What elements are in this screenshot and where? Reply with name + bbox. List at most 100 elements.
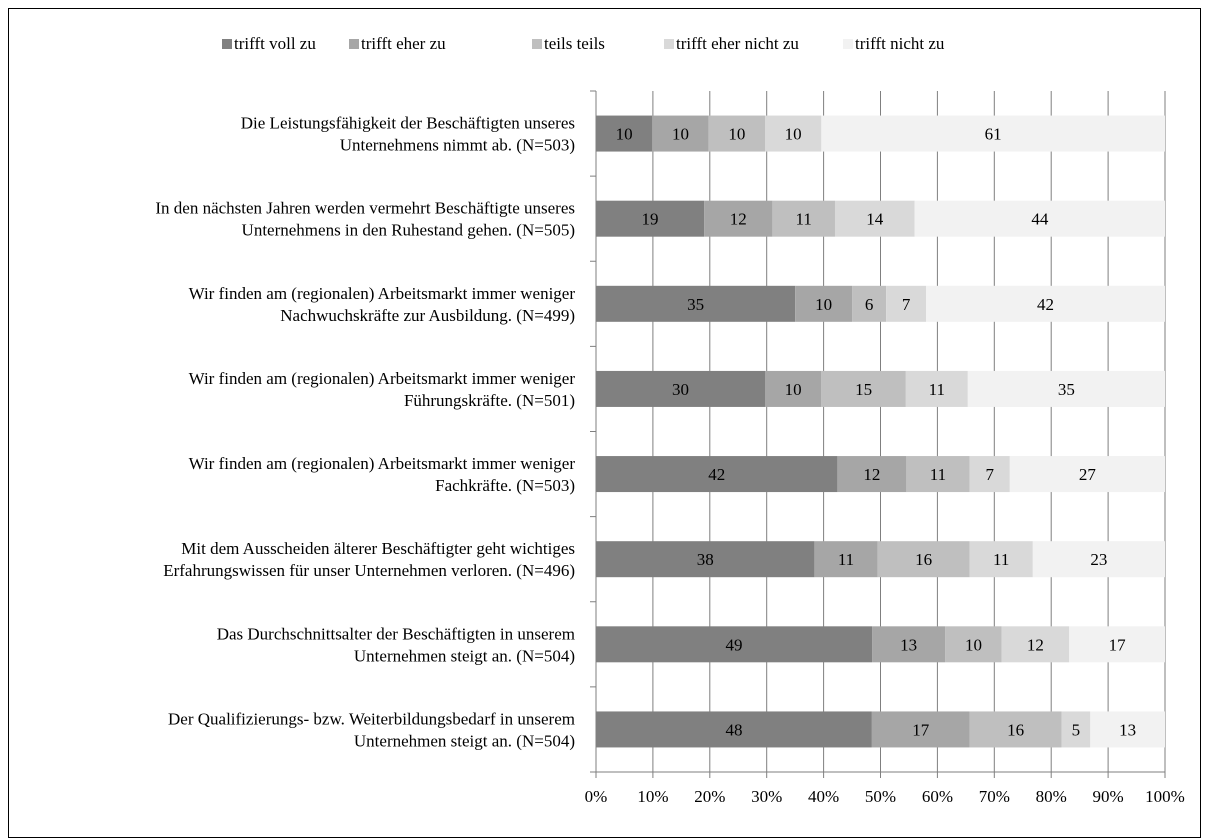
chart-frame: trifft voll zu trifft eher zu teils teils t…	[8, 8, 1201, 838]
legend-label: trifft nicht zu	[855, 34, 945, 53]
bar-segment	[1061, 711, 1091, 748]
bar-segment	[1069, 626, 1165, 663]
data-label: 61	[985, 125, 1002, 144]
bar-segment	[596, 370, 766, 407]
gridlines	[652, 91, 1166, 772]
data-label: 30	[672, 380, 689, 399]
data-label: 16	[1007, 720, 1024, 739]
category-label: Unternehmens in den Ruhestand gehen. (N=…	[242, 221, 575, 240]
legend-label: teils teils	[544, 34, 605, 53]
data-label: 48	[725, 720, 742, 739]
bar-segment	[872, 626, 946, 663]
legend-swatch	[664, 39, 674, 49]
data-label: 11	[993, 550, 1009, 569]
x-tick-label: 80%	[1036, 787, 1067, 806]
bar-segment	[596, 711, 872, 748]
category-label: Mit dem Ausscheiden älterer Beschäftigte…	[181, 539, 575, 558]
x-tick-label: 90%	[1093, 787, 1124, 806]
legend-label: trifft eher zu	[361, 34, 446, 53]
data-label: 17	[1109, 635, 1127, 654]
bar-segment	[821, 370, 906, 407]
data-label: 6	[865, 295, 874, 314]
bar-segment	[596, 115, 653, 152]
bar-segment	[969, 456, 1010, 493]
x-tick-label: 30%	[751, 787, 782, 806]
bar-segment	[877, 541, 970, 578]
legend-swatch	[222, 39, 232, 49]
category-label: Erfahrungswissen für unser Unternehmen v…	[163, 561, 575, 580]
legend-swatch	[349, 39, 359, 49]
category-label: Der Qualifizierungs- bzw. Weiterbildungs…	[168, 709, 575, 728]
category-label: Führungskräfte. (N=501)	[404, 391, 575, 410]
legend-swatch	[843, 39, 853, 49]
category-label: Wir finden am (regionalen) Arbeitsmarkt …	[189, 454, 576, 473]
data-label: 11	[929, 380, 945, 399]
bar-segment	[852, 285, 887, 322]
bar-segment	[795, 285, 853, 322]
x-tick-label: 40%	[808, 787, 839, 806]
bar-segment	[1009, 456, 1165, 493]
bar-segment	[596, 456, 838, 493]
bar-segment	[914, 200, 1165, 237]
x-tick-label: 50%	[865, 787, 896, 806]
data-label: 49	[726, 635, 743, 654]
legend-label: trifft voll zu	[234, 34, 316, 53]
bar-segment	[596, 285, 796, 322]
bar-segment	[596, 200, 705, 237]
x-tick-label: 0%	[585, 787, 608, 806]
category-label: Unternehmens nimmt ab. (N=503)	[340, 136, 575, 155]
legend-swatch	[532, 39, 542, 49]
bar-segment	[905, 370, 968, 407]
data-label: 12	[863, 465, 880, 484]
data-label: 12	[730, 210, 747, 229]
stacked-bar-chart: trifft voll zu trifft eher zu teils teils t…	[155, 34, 1185, 806]
data-label: 14	[866, 210, 884, 229]
bar-segment	[821, 115, 1165, 152]
data-label: 7	[985, 465, 994, 484]
data-label: 19	[642, 210, 659, 229]
data-label: 27	[1079, 465, 1097, 484]
category-label: Das Durchschnittsalter der Beschäftigten…	[217, 624, 575, 643]
x-tick-label: 70%	[979, 787, 1010, 806]
category-label: Nachwuchskräfte zur Ausbildung. (N=499)	[280, 306, 575, 325]
category-labels: Die Leistungsfähigkeit der Beschäftigten…	[155, 114, 575, 751]
category-label: Unternehmen steigt an. (N=504)	[354, 646, 575, 665]
data-label: 12	[1027, 635, 1044, 654]
data-label: 10	[785, 125, 802, 144]
bar-segment	[704, 200, 773, 237]
data-label: 10	[728, 125, 745, 144]
bar-segment	[765, 370, 822, 407]
data-label: 10	[616, 125, 633, 144]
data-label: 11	[838, 550, 854, 569]
data-label: 16	[915, 550, 932, 569]
data-label: 42	[708, 465, 725, 484]
bar-segment	[906, 456, 970, 493]
bar-segment	[765, 115, 822, 152]
bar-segment	[926, 285, 1165, 322]
bar-segment	[772, 200, 835, 237]
x-axis: 0% 10% 20% 30% 40% 50% 60% 70% 80% 90% 100%	[585, 90, 1185, 806]
data-label: 11	[930, 465, 946, 484]
data-label: 10	[965, 635, 982, 654]
bars: 10 10 10 10 61 19 12 11 14 44 35 10 6 7 42 30 10 15 11 35 42…	[596, 115, 1165, 748]
x-tick-label: 10%	[637, 787, 668, 806]
data-label: 5	[1072, 720, 1081, 739]
bar-segment	[871, 711, 970, 748]
data-label: 13	[900, 635, 917, 654]
data-label: 35	[687, 295, 704, 314]
bar-segment	[834, 200, 915, 237]
data-label: 44	[1031, 210, 1049, 229]
bar-segment	[1001, 626, 1070, 663]
category-label: Fachkräfte. (N=503)	[435, 476, 575, 495]
bar-segment	[1090, 711, 1165, 748]
category-label: Unternehmen steigt an. (N=504)	[354, 731, 575, 750]
bar-segment	[652, 115, 709, 152]
category-label: In den nächsten Jahren werden vermehrt B…	[155, 199, 575, 218]
data-label: 10	[672, 125, 689, 144]
category-label: Wir finden am (regionalen) Arbeitsmarkt …	[189, 284, 576, 303]
data-label: 42	[1037, 295, 1054, 314]
bar-segment	[969, 711, 1062, 748]
category-label: Die Leistungsfähigkeit der Beschäftigten…	[241, 114, 575, 133]
data-label: 35	[1058, 380, 1075, 399]
data-label: 15	[855, 380, 872, 399]
